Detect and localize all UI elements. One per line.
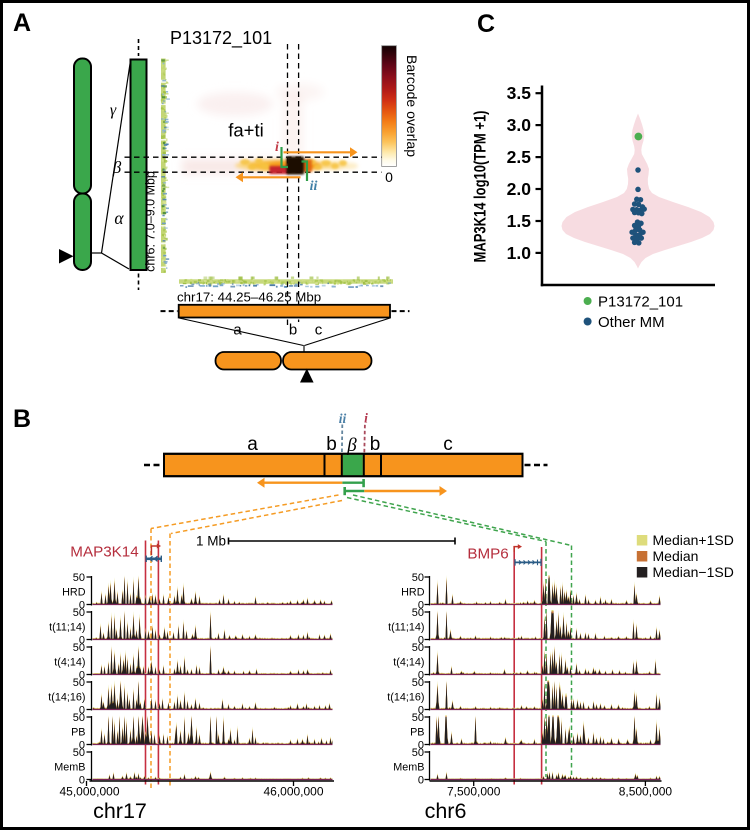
svg-text:b: b	[370, 434, 381, 455]
svg-text:50: 50	[412, 712, 424, 724]
svg-text:i: i	[275, 140, 279, 155]
svg-text:MAP3K14: MAP3K14	[70, 544, 138, 561]
svg-text:50: 50	[73, 747, 85, 759]
svg-text:3.0: 3.0	[507, 115, 532, 135]
svg-text:50: 50	[73, 712, 85, 724]
svg-text:45,000,000: 45,000,000	[59, 785, 119, 799]
svg-text:chr17: chr17	[93, 799, 147, 823]
svg-text:46,000,000: 46,000,000	[263, 785, 323, 799]
svg-text:50: 50	[412, 607, 424, 619]
svg-text:Median: Median	[653, 548, 699, 564]
svg-text:50: 50	[73, 677, 85, 689]
svg-text:2.0: 2.0	[507, 179, 532, 199]
svg-text:chr6: 7.0–9.0 Mbp: chr6: 7.0–9.0 Mbp	[144, 171, 158, 272]
svg-text:t(11;14): t(11;14)	[49, 621, 85, 633]
svg-text:C: C	[477, 10, 495, 38]
svg-text:fa+ti: fa+ti	[228, 120, 263, 141]
svg-text:MemB: MemB	[393, 761, 424, 773]
svg-text:50: 50	[73, 642, 85, 654]
svg-text:t(4;14): t(4;14)	[393, 656, 424, 668]
svg-text:t(14;16): t(14;16)	[387, 691, 424, 703]
svg-text:MemB: MemB	[54, 761, 85, 773]
svg-text:MAP3K14 log10(TPM +1): MAP3K14 log10(TPM +1)	[472, 111, 490, 263]
svg-text:3.5: 3.5	[507, 83, 532, 103]
svg-text:PB: PB	[71, 726, 85, 738]
svg-text:β: β	[346, 435, 357, 456]
svg-text:β: β	[112, 158, 122, 177]
svg-text:0: 0	[418, 775, 424, 787]
svg-text:1.5: 1.5	[507, 211, 532, 231]
svg-text:c: c	[315, 322, 323, 339]
svg-text:chr6: chr6	[425, 799, 467, 823]
svg-text:1.0: 1.0	[507, 243, 532, 263]
svg-text:2.5: 2.5	[507, 147, 532, 167]
svg-text:50: 50	[73, 572, 85, 584]
svg-text:chr17: 44.25–46.25 Mbp: chr17: 44.25–46.25 Mbp	[177, 290, 321, 305]
svg-text:Median+1SD: Median+1SD	[653, 532, 734, 548]
svg-text:i: i	[364, 411, 368, 426]
svg-text:50: 50	[412, 642, 424, 654]
svg-text:t(14;16): t(14;16)	[48, 691, 85, 703]
svg-text:γ: γ	[110, 102, 117, 119]
svg-text:a: a	[247, 434, 258, 455]
svg-text:P13172_101: P13172_101	[598, 294, 683, 311]
svg-text:b: b	[326, 434, 337, 455]
svg-text:50: 50	[412, 747, 424, 759]
svg-text:B: B	[13, 405, 31, 433]
svg-text:ii: ii	[339, 411, 347, 426]
svg-text:α: α	[114, 208, 124, 228]
svg-text:50: 50	[412, 572, 424, 584]
svg-text:A: A	[13, 9, 31, 37]
svg-text:ii: ii	[310, 179, 318, 194]
svg-text:Other MM: Other MM	[598, 314, 665, 331]
svg-text:0: 0	[385, 169, 393, 185]
svg-text:8,500,000: 8,500,000	[619, 785, 673, 799]
svg-text:HRD: HRD	[401, 586, 425, 598]
svg-text:P13172_101: P13172_101	[170, 28, 272, 49]
svg-text:b: b	[289, 322, 297, 339]
svg-text:c: c	[443, 434, 453, 455]
svg-text:50: 50	[412, 677, 424, 689]
svg-text:7,500,000: 7,500,000	[447, 785, 501, 799]
svg-text:Barcode overlap: Barcode overlap	[404, 55, 420, 157]
svg-text:BMP6: BMP6	[467, 546, 508, 563]
svg-text:PB: PB	[410, 726, 424, 738]
svg-text:t(11;14): t(11;14)	[388, 621, 424, 633]
svg-text:50: 50	[73, 607, 85, 619]
svg-text:Median−1SD: Median−1SD	[653, 564, 734, 580]
svg-text:t(4;14): t(4;14)	[54, 656, 85, 668]
svg-text:1 Mb: 1 Mb	[196, 534, 226, 549]
svg-text:HRD: HRD	[62, 586, 86, 598]
